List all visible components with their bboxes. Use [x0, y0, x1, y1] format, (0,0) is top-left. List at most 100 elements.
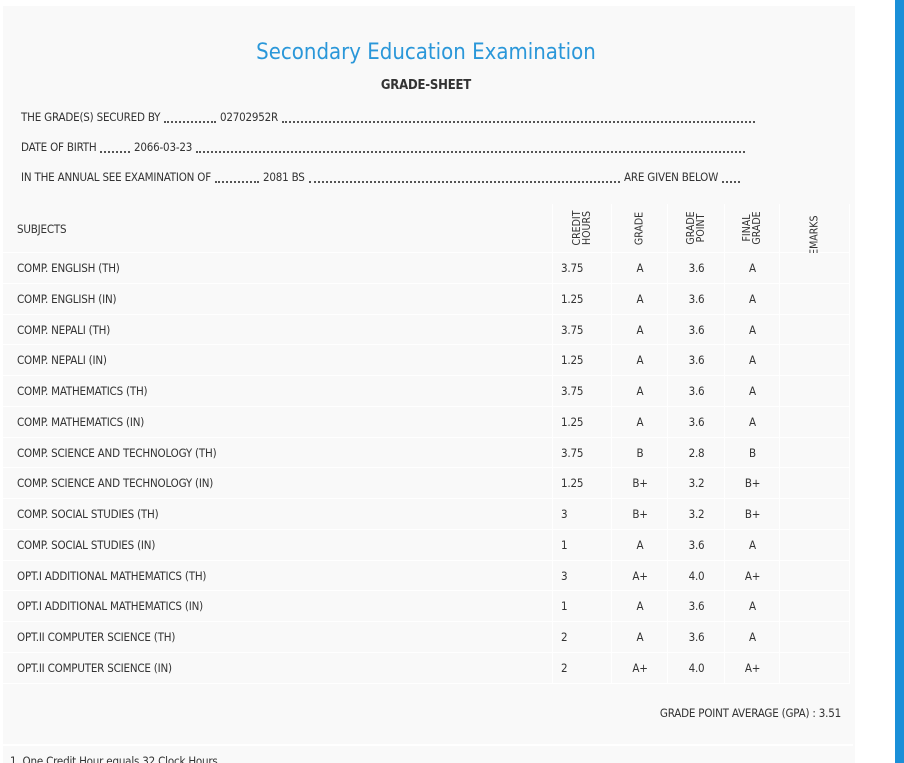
table-cell [612, 345, 668, 376]
subject: COMP. NEPALI (TH) [17, 322, 111, 337]
table-cell [780, 345, 850, 376]
table-cell [725, 345, 780, 376]
grade-cell: A+ [632, 568, 648, 583]
subject: COMP. NEPALI (IN) [17, 353, 107, 368]
table-cell [668, 376, 725, 407]
note-divider [3, 743, 853, 746]
grade-cell: 4.0 [688, 660, 705, 675]
table-cell [668, 591, 725, 622]
grade-cell: 3.2 [688, 476, 705, 491]
subject: COMP. ENGLISH (TH) [17, 261, 120, 275]
grade-cell: 3.6 [688, 261, 705, 275]
grade-cell: A [636, 353, 644, 368]
table-cell [725, 499, 780, 530]
table-cell [3, 622, 553, 653]
header-text: CREDIT [570, 210, 583, 246]
table-cell [725, 376, 780, 407]
table-cell [780, 283, 850, 315]
grade-cell: 3.2 [688, 507, 705, 521]
info-value: 2081 BS [263, 170, 305, 184]
table-cell [3, 591, 553, 622]
table-cell [553, 253, 612, 284]
table-cell [668, 560, 725, 592]
grade-cell: 3.6 [688, 322, 705, 337]
table-cell [668, 283, 725, 315]
table-cell [3, 468, 553, 499]
info-label: DATE OF BIRTH [21, 140, 97, 154]
table-cell [612, 253, 668, 284]
grade-cell: A [749, 353, 756, 368]
table-cell [612, 560, 668, 592]
grade-cell: 3.6 [688, 599, 705, 614]
table-cell [612, 283, 668, 315]
grade-cell: 3.6 [688, 291, 705, 306]
table-cell [612, 622, 668, 653]
table-cell [3, 652, 553, 684]
table-cell [725, 652, 780, 684]
leader [215, 181, 259, 183]
header-text: FINAL [740, 214, 753, 242]
subject: OPT.I ADDITIONAL MATHEMATICS (TH) [17, 568, 207, 583]
header-cell [668, 204, 725, 253]
grade-cell: A [749, 384, 756, 398]
table-cell [780, 652, 850, 684]
table-cell [725, 437, 780, 469]
header-subjects: SUBJECTS [17, 222, 67, 236]
table-cell [553, 437, 612, 469]
table-cell [668, 529, 725, 561]
header-rotated: FINAL GRADE [740, 200, 764, 256]
grade-cell: B [749, 445, 756, 460]
credit-hours: 3.75 [561, 322, 584, 337]
info-value: 02702952R [220, 110, 279, 124]
table-cell [612, 652, 668, 684]
table-cell [725, 283, 780, 315]
grade-cell: A [749, 599, 756, 614]
subject: COMP. MATHEMATICS (IN) [17, 414, 145, 429]
table-cell [668, 499, 725, 530]
grade-cell: A [636, 291, 644, 306]
table-cell [3, 283, 553, 315]
grade-cell: A [636, 537, 644, 552]
table-cell [3, 560, 553, 592]
grade-cell: A [749, 537, 756, 552]
leader [196, 151, 745, 153]
grade-cell: 3.6 [688, 384, 705, 398]
header-text: GRADE [633, 211, 646, 245]
table-cell [780, 437, 850, 469]
credit-hours: 1.25 [561, 353, 584, 368]
table-cell [3, 345, 553, 376]
grade-cell: 3.6 [688, 353, 705, 368]
info-label: IN THE ANNUAL SEE EXAMINATION OF [21, 170, 211, 184]
credit-hours: 3.75 [561, 384, 584, 398]
subject: COMP. ENGLISH (IN) [17, 291, 117, 306]
table-cell [668, 253, 725, 284]
header-cell [553, 204, 612, 253]
table-cell [780, 560, 850, 592]
table-cell [780, 622, 850, 653]
table-cell [668, 437, 725, 469]
table-cell [780, 591, 850, 622]
header-cell [780, 204, 850, 253]
table-cell [3, 253, 553, 284]
table-cell [553, 591, 612, 622]
credit-hours: 1 [561, 599, 568, 614]
info-suffix: ARE GIVEN BELOW [624, 170, 719, 184]
header-text: POINT [694, 213, 707, 243]
table-cell [3, 376, 553, 407]
credit-hours: 1 [561, 537, 568, 552]
table-cell [612, 499, 668, 530]
grade-cell: 3.6 [688, 630, 705, 644]
leader [164, 121, 216, 123]
table-cell [553, 560, 612, 592]
table-cell [553, 652, 612, 684]
credit-hours: 3 [561, 507, 568, 521]
subject: OPT.II COMPUTER SCIENCE (TH) [17, 630, 176, 644]
grade-cell: B+ [632, 476, 648, 491]
table-cell [612, 468, 668, 499]
grade-cell: A [749, 414, 756, 429]
header-rotated: GRADE POINT [685, 200, 708, 256]
credit-hours: 1.25 [561, 414, 584, 429]
table-cell [725, 253, 780, 284]
table-cell [725, 406, 780, 438]
credit-hours: 3 [561, 568, 568, 583]
